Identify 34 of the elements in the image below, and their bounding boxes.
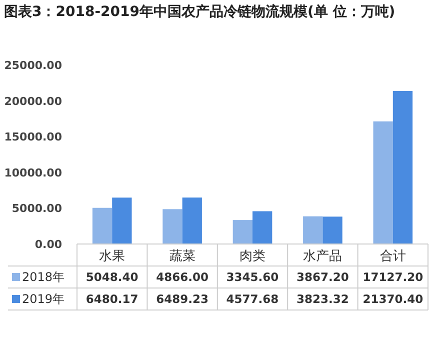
data-label: 6480.17	[86, 292, 138, 306]
data-label: 3867.20	[296, 270, 349, 284]
y-tick-label: 0.00	[34, 238, 62, 251]
bar	[392, 90, 413, 244]
bar	[303, 216, 323, 244]
data-label: 5048.40	[86, 270, 138, 284]
chart-title: 图表3：2018-2019年中国农产品冷链物流规模(单 位：万吨)	[4, 2, 396, 22]
data-label: 3345.60	[226, 270, 279, 284]
bar	[232, 220, 252, 244]
legend-label: 2018年	[22, 270, 65, 284]
bar	[162, 209, 182, 244]
data-label: 4577.68	[226, 292, 279, 306]
data-label: 4866.00	[156, 270, 208, 284]
bar	[252, 211, 272, 244]
bar	[322, 216, 342, 244]
x-tick-label: 蔬菜	[169, 249, 196, 264]
x-tick-label: 水产品	[303, 249, 342, 264]
x-tick-label: 合计	[380, 249, 406, 264]
x-tick-label: 水果	[99, 249, 126, 264]
data-label: 21370.40	[362, 292, 424, 306]
y-tick-label: 10000.00	[4, 166, 62, 180]
y-tick-label: 15000.00	[4, 130, 62, 144]
data-label: 3823.32	[296, 292, 349, 306]
bar	[373, 121, 393, 244]
bar	[182, 198, 202, 244]
bar	[112, 198, 132, 244]
x-tick-label: 肉类	[240, 249, 266, 264]
data-label: 17127.20	[362, 270, 424, 284]
data-label: 6489.23	[156, 292, 208, 306]
y-tick-label: 5000.00	[12, 202, 62, 216]
bar	[92, 208, 112, 244]
y-tick-label: 25000.00	[4, 59, 62, 72]
legend-label: 2019年	[22, 292, 65, 306]
y-tick-label: 20000.00	[4, 94, 62, 108]
